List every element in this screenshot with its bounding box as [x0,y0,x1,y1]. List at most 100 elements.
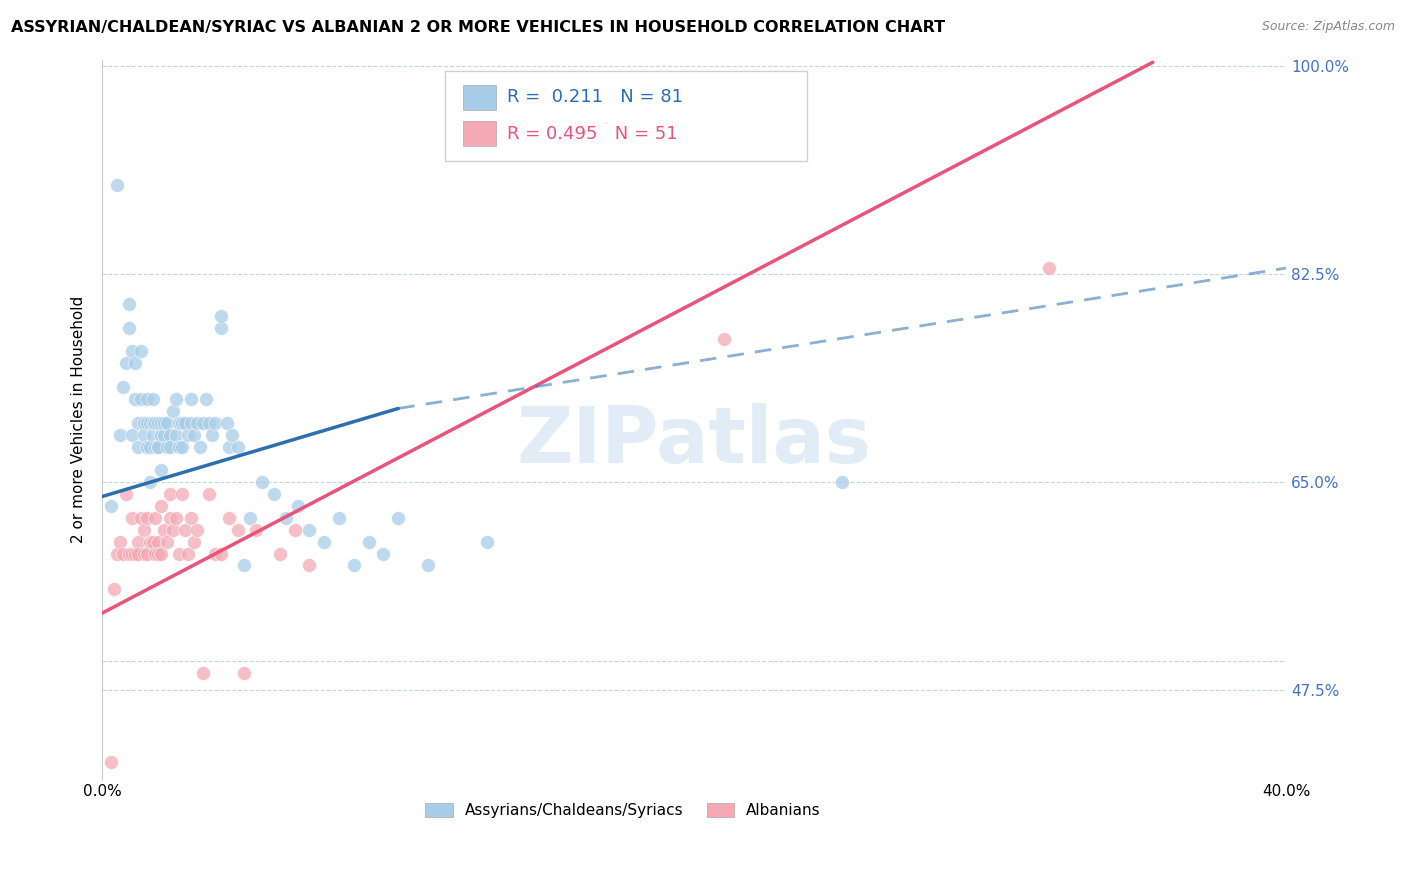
Point [156,534,179,549]
Text: R = 0.495   N = 51: R = 0.495 N = 51 [508,125,678,143]
Point [183,534,205,549]
Point [197,487,219,501]
Point [150,416,173,430]
Point [121,344,143,359]
Point [108,427,131,442]
Point [138,440,160,454]
Point [105,178,128,192]
Point [118,297,141,311]
Legend: Assyrians/Chaldeans/Syriacs, Albanians: Assyrians/Chaldeans/Syriacs, Albanians [418,796,828,826]
Point [118,547,141,561]
Point [124,356,146,370]
Point [150,427,173,442]
Point [129,511,152,525]
Point [186,523,208,537]
Point [159,511,181,525]
Point [298,558,321,573]
Point [135,547,157,561]
Point [108,534,131,549]
Text: R =  0.211   N = 81: R = 0.211 N = 81 [508,88,683,106]
Point [111,380,134,394]
Point [148,440,170,454]
Point [209,547,232,561]
Point [153,427,176,442]
Point [172,487,194,501]
Point [1038,261,1060,276]
Point [141,416,163,430]
Point [180,511,202,525]
Point [159,487,181,501]
Point [274,511,297,525]
Point [180,392,202,406]
Point [357,534,380,549]
Point [129,344,152,359]
Point [197,416,219,430]
Point [209,309,232,323]
Point [145,440,167,454]
Point [172,416,194,430]
Point [159,427,181,442]
Point [103,582,125,597]
Point [121,547,143,561]
Point [141,534,163,549]
Point [233,558,256,573]
Point [162,523,184,537]
Point [121,511,143,525]
Point [127,416,149,430]
Point [298,523,321,537]
Point [148,547,170,561]
Point [201,427,224,442]
Point [100,755,122,769]
Point [194,392,217,406]
Point [284,523,307,537]
Point [127,534,149,549]
Point [135,392,157,406]
Point [343,558,366,573]
Point [204,547,226,561]
FancyBboxPatch shape [463,121,496,146]
Point [177,547,200,561]
Point [215,416,238,430]
Point [172,440,194,454]
Point [165,511,187,525]
Point [148,534,170,549]
Point [239,511,262,525]
Point [204,416,226,430]
Point [218,511,240,525]
Point [138,534,160,549]
Point [221,427,243,442]
Point [373,547,395,561]
Point [124,547,146,561]
Point [115,356,138,370]
Text: Source: ZipAtlas.com: Source: ZipAtlas.com [1261,20,1395,33]
Point [132,416,155,430]
Point [218,440,240,454]
Point [167,440,190,454]
Point [145,511,167,525]
Point [831,475,853,490]
Point [135,440,157,454]
FancyBboxPatch shape [463,85,496,110]
Point [127,440,149,454]
Point [141,392,163,406]
Point [233,665,256,680]
Point [180,416,202,430]
Point [328,511,350,525]
Text: ZIPatlas: ZIPatlas [516,403,872,479]
Point [416,558,439,573]
Point [124,392,146,406]
Point [188,440,211,454]
Point [167,547,190,561]
Point [138,475,160,490]
Point [713,333,735,347]
Point [250,475,273,490]
Point [162,404,184,418]
Point [167,416,190,430]
Point [186,416,208,430]
Point [159,440,181,454]
Point [387,511,409,525]
Point [135,416,157,430]
Point [132,523,155,537]
Point [153,523,176,537]
Point [100,499,122,513]
